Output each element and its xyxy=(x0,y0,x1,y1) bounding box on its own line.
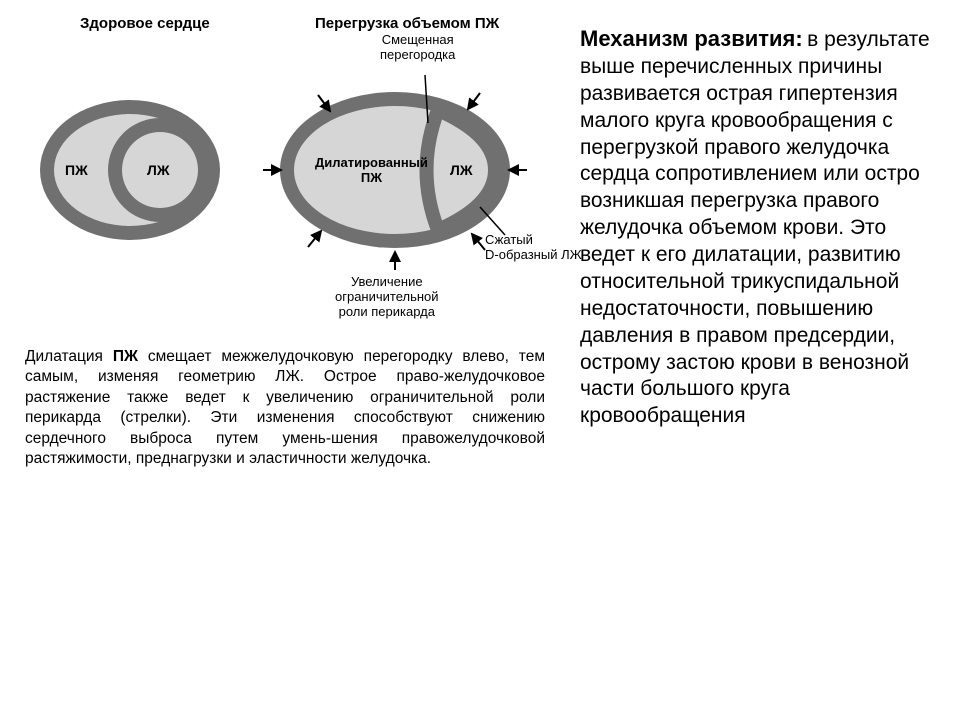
mechanism-body: в результате выше перечисленных причины … xyxy=(580,28,930,427)
diagram-caption: Дилатация ПЖ смещает межжелудочковую пер… xyxy=(25,347,545,470)
septum-label: Смещенная перегородка xyxy=(380,33,455,63)
pericardium-label: Увеличение ограничительной роли перикард… xyxy=(335,275,439,320)
caption-bold: ПЖ xyxy=(113,348,138,365)
mechanism-title: Механизм развития: xyxy=(580,26,803,51)
healthy-lj-label: ЛЖ xyxy=(147,162,169,178)
overload-lj-label: ЛЖ xyxy=(450,162,472,178)
caption-part1: Дилатация xyxy=(25,348,113,365)
dilated-pj-label: Дилатированный ПЖ xyxy=(315,155,428,185)
mechanism-text-block: Механизм развития: в результате выше пер… xyxy=(570,0,960,720)
heart-diagram: Здоровое сердце Перегрузка объемом ПЖ xyxy=(25,15,560,335)
caption-part2: смещает межжелудочковую перегородку влев… xyxy=(25,348,545,467)
diagram-svg xyxy=(25,15,585,345)
compressed-lj-label: Сжатый D-образный ЛЖ xyxy=(485,233,582,263)
healthy-pj-label: ПЖ xyxy=(65,162,88,178)
